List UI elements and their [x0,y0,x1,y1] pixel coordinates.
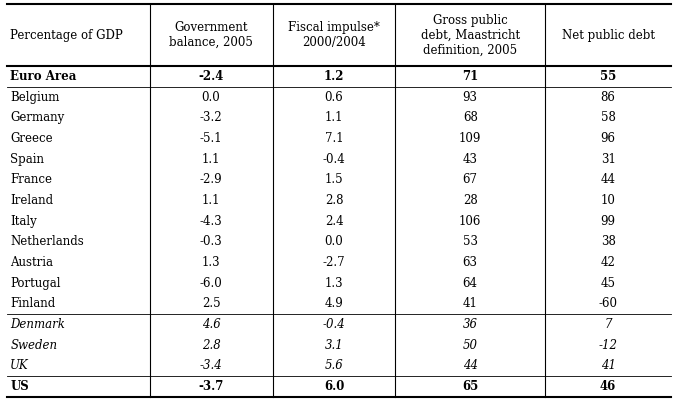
Text: 71: 71 [462,70,479,83]
Text: -5.1: -5.1 [200,132,222,145]
Text: 6.0: 6.0 [324,380,344,393]
Text: 0.0: 0.0 [325,235,343,248]
Text: -0.4: -0.4 [323,153,345,166]
Text: 53: 53 [462,235,478,248]
Text: 5.6: 5.6 [325,359,343,373]
Text: 1.1: 1.1 [202,194,220,207]
Text: Greece: Greece [10,132,53,145]
Text: 55: 55 [600,70,616,83]
Text: 2.8: 2.8 [202,339,220,352]
Text: 106: 106 [459,215,481,228]
Text: 2.4: 2.4 [325,215,343,228]
Text: 0.0: 0.0 [202,91,220,104]
Text: 42: 42 [601,256,616,269]
Text: Italy: Italy [10,215,37,228]
Text: 31: 31 [601,153,616,166]
Text: 1.3: 1.3 [325,277,343,290]
Text: 93: 93 [462,91,478,104]
Text: 67: 67 [462,173,478,186]
Text: Fiscal impulse*
2000/2004: Fiscal impulse* 2000/2004 [288,21,380,49]
Text: 45: 45 [601,277,616,290]
Text: Euro Area: Euro Area [10,70,77,83]
Text: 109: 109 [459,132,481,145]
Text: Denmark: Denmark [10,318,65,331]
Text: France: France [10,173,52,186]
Text: 2.5: 2.5 [202,298,220,310]
Text: 41: 41 [463,298,478,310]
Text: US: US [10,380,29,393]
Text: Gross public
debt, Maastricht
definition, 2005: Gross public debt, Maastricht definition… [420,14,520,57]
Text: 50: 50 [462,339,478,352]
Text: 7: 7 [604,318,612,331]
Text: -0.4: -0.4 [323,318,345,331]
Text: -60: -60 [599,298,618,310]
Text: -2.4: -2.4 [199,70,224,83]
Text: Finland: Finland [10,298,56,310]
Text: 38: 38 [601,235,616,248]
Text: 41: 41 [601,359,616,373]
Text: Ireland: Ireland [10,194,54,207]
Text: Government
balance, 2005: Government balance, 2005 [169,21,253,49]
Text: 3.1: 3.1 [325,339,343,352]
Text: 99: 99 [601,215,616,228]
Text: Austria: Austria [10,256,53,269]
Text: 28: 28 [463,194,477,207]
Text: Netherlands: Netherlands [10,235,84,248]
Text: 44: 44 [601,173,616,186]
Text: 46: 46 [600,380,616,393]
Text: Net public debt: Net public debt [561,28,654,42]
Text: 1.2: 1.2 [324,70,344,83]
Text: 1.1: 1.1 [202,153,220,166]
Text: 63: 63 [462,256,478,269]
Text: Spain: Spain [10,153,44,166]
Text: 65: 65 [462,380,479,393]
Text: 44: 44 [462,359,478,373]
Text: -2.7: -2.7 [323,256,345,269]
Text: 2.8: 2.8 [325,194,343,207]
Text: 4.6: 4.6 [202,318,220,331]
Text: Sweden: Sweden [10,339,58,352]
Text: -3.7: -3.7 [199,380,224,393]
Text: Belgium: Belgium [10,91,60,104]
Text: 96: 96 [601,132,616,145]
Text: 1.3: 1.3 [202,256,220,269]
Text: -3.2: -3.2 [200,111,222,124]
Text: UK: UK [10,359,28,373]
Text: 64: 64 [462,277,478,290]
Text: 43: 43 [462,153,478,166]
Text: -6.0: -6.0 [200,277,222,290]
Text: 1.5: 1.5 [325,173,343,186]
Text: Portugal: Portugal [10,277,60,290]
Text: 1.1: 1.1 [325,111,343,124]
Text: 7.1: 7.1 [325,132,343,145]
Text: -3.4: -3.4 [200,359,222,373]
Text: -2.9: -2.9 [200,173,222,186]
Text: 4.9: 4.9 [325,298,343,310]
Text: 0.6: 0.6 [325,91,343,104]
Text: -0.3: -0.3 [200,235,222,248]
Text: -12: -12 [599,339,618,352]
Text: 86: 86 [601,91,616,104]
Text: Germany: Germany [10,111,64,124]
Text: 36: 36 [462,318,478,331]
Text: 68: 68 [463,111,478,124]
Text: 10: 10 [601,194,616,207]
Text: Percentage of GDP: Percentage of GDP [10,28,123,42]
Text: 58: 58 [601,111,616,124]
Text: -4.3: -4.3 [200,215,222,228]
